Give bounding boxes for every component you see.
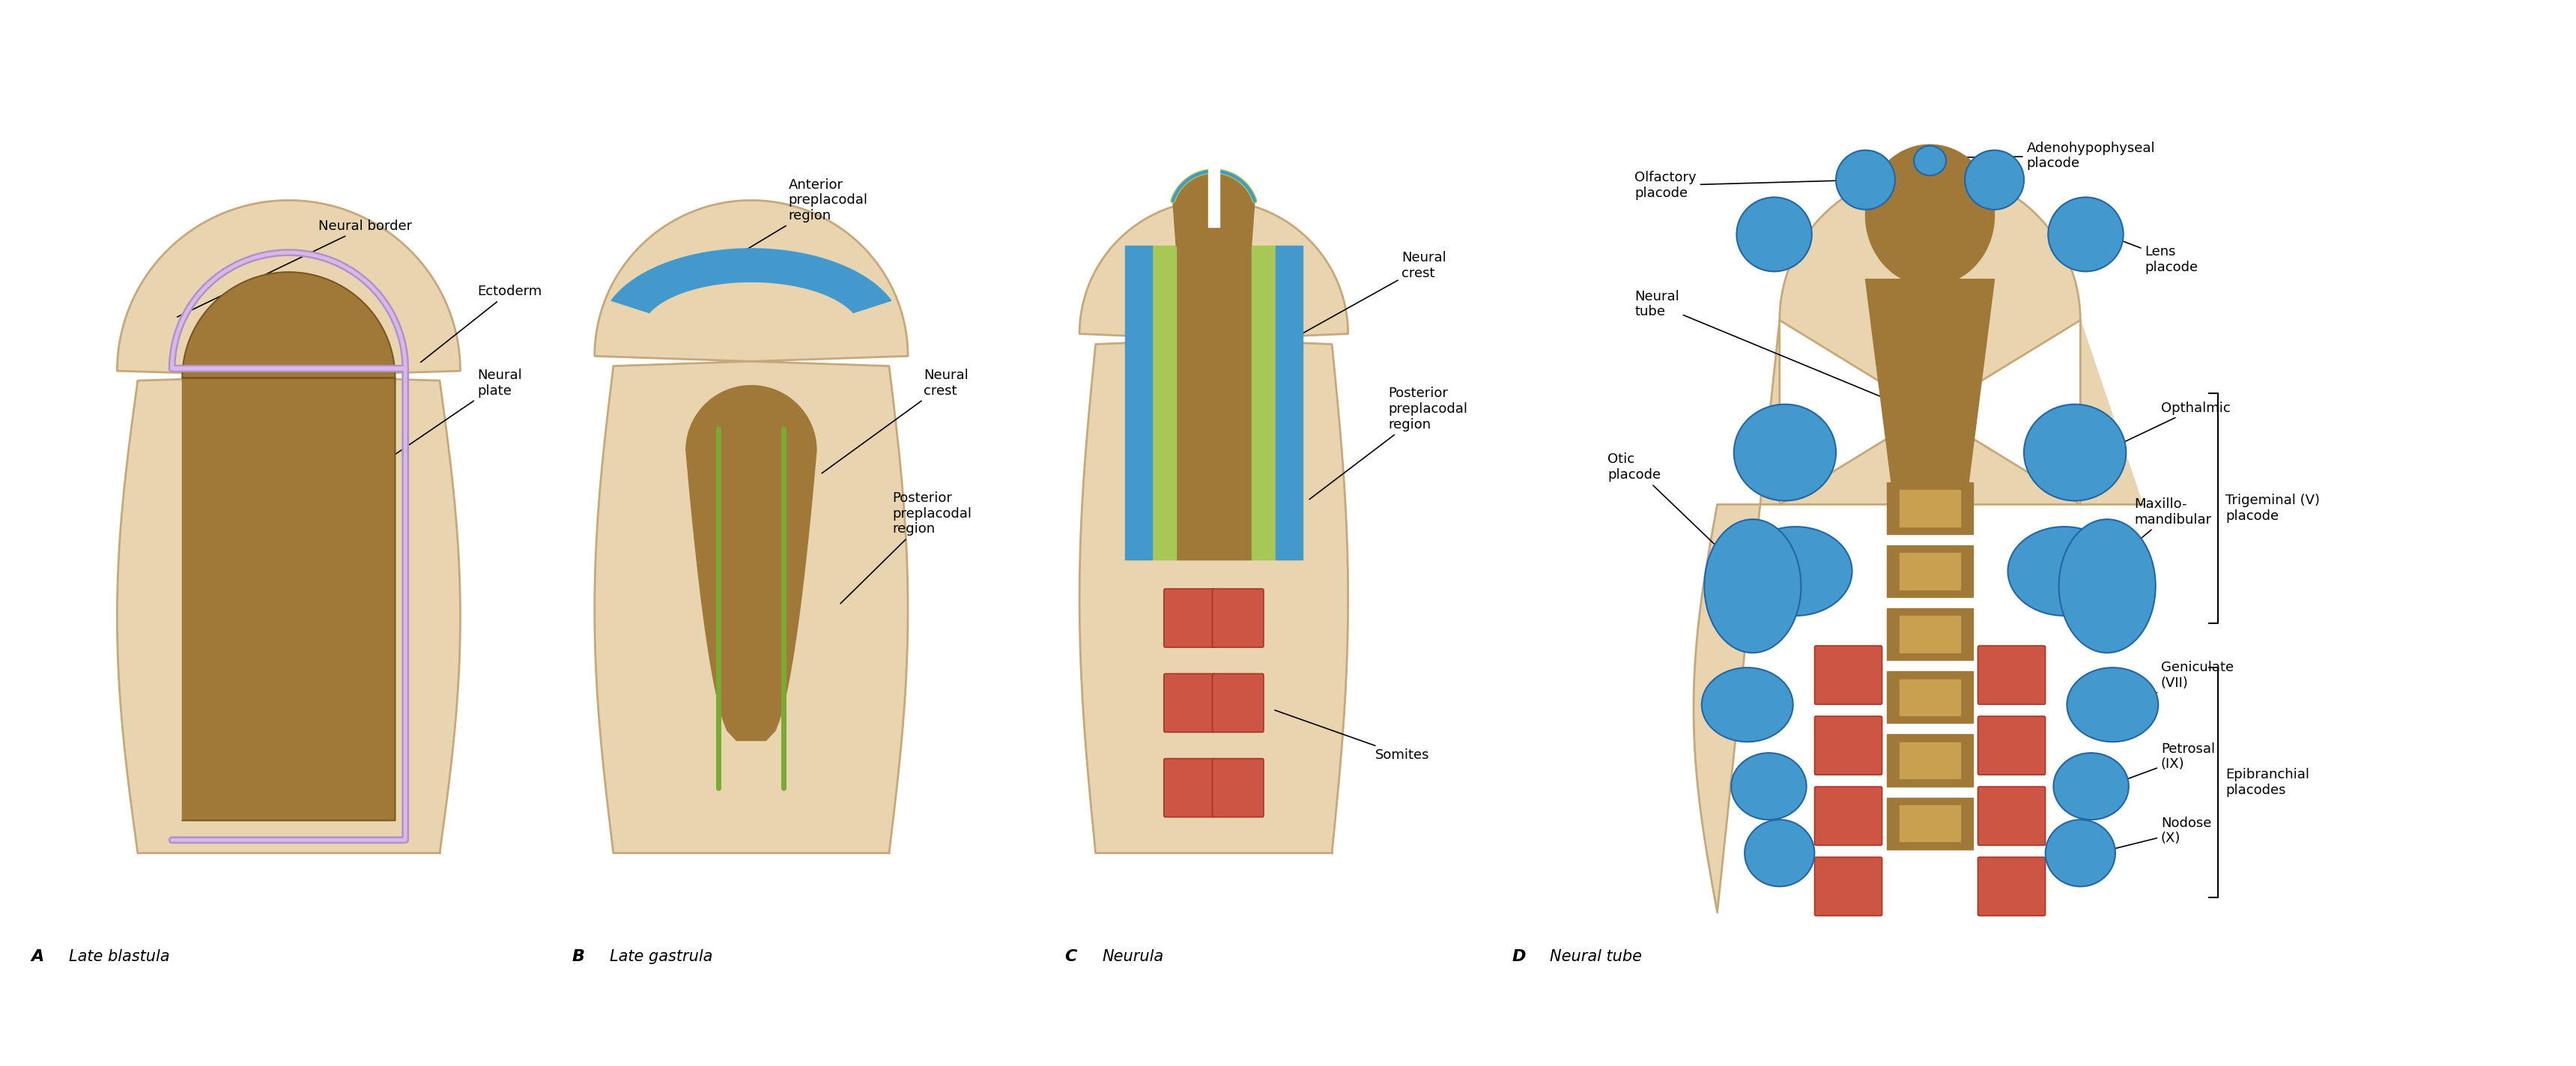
Polygon shape	[1888, 734, 1973, 787]
Polygon shape	[1151, 246, 1177, 560]
Text: Late gastrula: Late gastrula	[611, 950, 714, 965]
FancyBboxPatch shape	[1213, 588, 1265, 647]
Polygon shape	[1275, 246, 1303, 560]
Text: Neural
tube: Neural tube	[1636, 290, 1906, 407]
Polygon shape	[116, 200, 461, 853]
Ellipse shape	[1965, 150, 2025, 210]
Polygon shape	[1213, 246, 1252, 560]
Text: Neural border: Neural border	[178, 220, 412, 317]
Text: Olfactory
placode: Olfactory placode	[1636, 171, 1862, 200]
Text: Anterior
preplacodal
region: Anterior preplacodal region	[721, 178, 868, 264]
Polygon shape	[1888, 672, 1973, 723]
Text: D: D	[1512, 950, 1525, 965]
Polygon shape	[1901, 490, 1960, 527]
FancyBboxPatch shape	[1978, 857, 2045, 916]
Ellipse shape	[2058, 519, 2156, 652]
Ellipse shape	[1734, 404, 1837, 501]
Text: Otic
placode: Otic placode	[1607, 453, 1757, 584]
FancyBboxPatch shape	[1164, 588, 1216, 647]
Polygon shape	[1692, 171, 2143, 912]
Polygon shape	[1208, 167, 1218, 227]
Text: Adenohypophyseal
placode: Adenohypophyseal placode	[1953, 142, 2156, 171]
Text: Epibranchial
placodes: Epibranchial placodes	[2226, 769, 2311, 797]
Polygon shape	[1901, 616, 1960, 652]
Ellipse shape	[2048, 197, 2123, 272]
FancyBboxPatch shape	[1814, 857, 1883, 916]
Text: Neurula: Neurula	[1103, 950, 1164, 965]
Polygon shape	[1079, 200, 1347, 853]
Ellipse shape	[1744, 820, 1814, 887]
FancyBboxPatch shape	[1213, 674, 1265, 732]
Text: Neural
crest: Neural crest	[1285, 252, 1448, 343]
Ellipse shape	[2007, 527, 2120, 616]
FancyBboxPatch shape	[1164, 759, 1216, 817]
Polygon shape	[183, 272, 394, 821]
Polygon shape	[1126, 246, 1151, 560]
Text: Nodose
(X): Nodose (X)	[2099, 817, 2210, 853]
Polygon shape	[1901, 805, 1960, 841]
Text: Trigeminal (V)
placode: Trigeminal (V) placode	[2226, 494, 2321, 522]
Text: Late blastula: Late blastula	[70, 950, 170, 965]
FancyBboxPatch shape	[1814, 716, 1883, 775]
Text: A: A	[31, 950, 44, 965]
Text: Neural
plate: Neural plate	[386, 369, 523, 461]
Text: Lens
placode: Lens placode	[2099, 232, 2197, 274]
Ellipse shape	[1739, 527, 1852, 616]
Text: Posterior
preplacodal
region: Posterior preplacodal region	[840, 491, 971, 603]
FancyBboxPatch shape	[1814, 787, 1883, 845]
Polygon shape	[1888, 797, 1973, 850]
Polygon shape	[1901, 679, 1960, 715]
Polygon shape	[1865, 279, 1994, 482]
Ellipse shape	[1837, 150, 1896, 210]
Text: Maxillo-
mandibular: Maxillo- mandibular	[2105, 498, 2210, 570]
Text: Geniculate
(VII): Geniculate (VII)	[2130, 661, 2233, 704]
Polygon shape	[1901, 553, 1960, 589]
Text: B: B	[572, 950, 585, 965]
Text: C: C	[1064, 950, 1077, 965]
Polygon shape	[611, 248, 891, 312]
Polygon shape	[1177, 246, 1213, 560]
FancyBboxPatch shape	[1978, 716, 2045, 775]
Ellipse shape	[2025, 404, 2125, 501]
Polygon shape	[1865, 145, 1994, 286]
Ellipse shape	[2045, 820, 2115, 887]
FancyBboxPatch shape	[1978, 787, 2045, 845]
Ellipse shape	[1736, 197, 1811, 272]
FancyBboxPatch shape	[1814, 646, 1883, 705]
Ellipse shape	[1731, 753, 1806, 820]
Polygon shape	[685, 386, 817, 741]
Polygon shape	[595, 200, 907, 853]
FancyBboxPatch shape	[1213, 759, 1265, 817]
Text: Posterior
preplacodal
region: Posterior preplacodal region	[1309, 387, 1468, 499]
Text: Somites: Somites	[1275, 710, 1430, 762]
Polygon shape	[1888, 545, 1973, 597]
Ellipse shape	[1705, 519, 1801, 652]
Ellipse shape	[1914, 146, 1945, 176]
Polygon shape	[1172, 172, 1255, 246]
FancyBboxPatch shape	[1978, 646, 2045, 705]
Ellipse shape	[2066, 667, 2159, 742]
Ellipse shape	[2053, 753, 2128, 820]
Text: Petrosal
(IX): Petrosal (IX)	[2110, 742, 2215, 786]
Text: Opthalmic: Opthalmic	[2105, 401, 2231, 452]
Polygon shape	[1901, 742, 1960, 778]
Polygon shape	[1888, 482, 1973, 534]
Text: Neural tube: Neural tube	[1551, 950, 1641, 965]
Polygon shape	[1252, 246, 1275, 560]
Polygon shape	[1888, 609, 1973, 660]
Ellipse shape	[1703, 667, 1793, 742]
Text: Neural
crest: Neural crest	[822, 369, 969, 473]
Text: Ectoderm: Ectoderm	[420, 285, 541, 362]
FancyBboxPatch shape	[1164, 674, 1216, 732]
